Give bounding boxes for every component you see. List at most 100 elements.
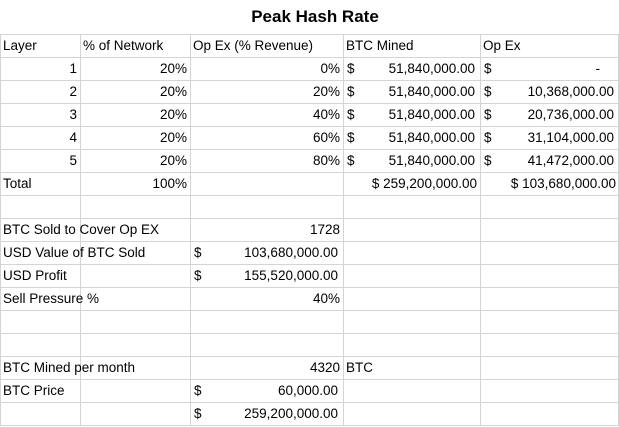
btc-price-label[interactable]: BTC Price [3,383,65,398]
opex-percent[interactable]: 60% [312,130,340,145]
grid-row-line [0,333,619,334]
sell-pressure-value[interactable]: 40% [312,291,340,306]
opex-percent[interactable]: 20% [312,84,340,99]
currency-amount: 51,840,000.00 [388,61,475,76]
opex-value[interactable]: $31,104,000.00 [483,127,616,149]
grid-col-line [343,34,344,425]
currency-amount: 259,200,000.00 [244,406,338,421]
layer-number[interactable]: 3 [69,107,77,122]
currency-amount: 41,472,000.00 [527,153,614,168]
currency-symbol: $ [484,107,492,122]
sheet-title: Peak Hash Rate [251,7,379,26]
currency-symbol: $ [347,61,355,76]
grid-row-line [0,379,619,380]
grid-row-line [0,310,619,311]
btc-sold-value[interactable]: 1728 [309,222,340,237]
currency-amount: 51,840,000.00 [388,153,475,168]
network-share[interactable]: 20% [159,107,187,122]
layer-number[interactable]: 2 [69,84,77,99]
opex-percent[interactable]: 80% [312,153,340,168]
currency-symbol: $ [194,245,202,260]
currency-symbol: $ [347,130,355,145]
layer-number[interactable]: 4 [69,130,77,145]
currency-symbol: $ [484,61,492,76]
currency-symbol: $ [484,130,492,145]
sell-pressure-label[interactable]: Sell Pressure % [3,291,100,306]
total-label[interactable]: Total [3,176,32,191]
network-share[interactable]: 20% [159,84,187,99]
grid-row-line [0,195,619,196]
currency-symbol: $ [347,84,355,99]
btc-mined-value[interactable]: $51,840,000.00 [346,104,477,126]
opex-value[interactable]: $ - [483,58,616,80]
currency-amount: 51,840,000.00 [388,84,475,99]
currency-amount: 20,736,000.00 [527,107,614,122]
currency-amount: 155,520,000.00 [244,268,338,283]
btc-unit-label[interactable]: BTC [346,360,373,375]
grid-row-line [0,264,619,265]
currency-symbol: $ [484,153,492,168]
grid-row-line [0,57,619,58]
currency-amount: 51,840,000.00 [388,130,475,145]
total-btc-mined[interactable]: $ 259,200,000.00 [371,176,477,191]
total-opex[interactable]: $ 103,680,000.00 [510,176,616,191]
grid-row-line [0,241,619,242]
grid-row-line [0,126,619,127]
grid-row-line [0,34,619,35]
layer-number[interactable]: 1 [69,61,77,76]
btc-mined-value[interactable]: $51,840,000.00 [346,150,477,172]
btc-sold-label[interactable]: BTC Sold to Cover Op EX [3,222,160,237]
currency-amount: 31,104,000.00 [527,130,614,145]
currency-symbol: $ [194,383,202,398]
grid-col-line [80,34,81,425]
grid-row-line [0,80,619,81]
grid-row-line [0,402,619,403]
currency-amount: 10,368,000.00 [527,84,614,99]
currency-amount: - [595,61,601,76]
monthly-usd-value[interactable]: $259,200,000.00 [193,403,340,425]
currency-symbol: $ [484,84,492,99]
grid-row-line [0,218,619,219]
header-layer[interactable]: Layer [3,38,37,53]
currency-amount: 103,680,000.00 [244,245,338,260]
network-share[interactable]: 20% [159,61,187,76]
usd-profit-label[interactable]: USD Profit [3,268,67,283]
grid-col-line [0,34,1,425]
usd-value-label[interactable]: USD Value of BTC Sold [3,245,146,260]
network-share[interactable]: 20% [159,130,187,145]
opex-value[interactable]: $20,736,000.00 [483,104,616,126]
btc-price-value[interactable]: $60,000.00 [193,380,340,402]
usd-value-amount[interactable]: $103,680,000.00 [193,242,340,264]
currency-amount: 51,840,000.00 [388,107,475,122]
header-opex-pct[interactable]: Op Ex (% Revenue) [193,38,314,53]
header-network[interactable]: % of Network [83,38,164,53]
header-opex[interactable]: Op Ex [483,38,521,53]
currency-symbol: $ [194,406,202,421]
btc-mined-month-label[interactable]: BTC Mined per month [3,360,136,375]
btc-mined-value[interactable]: $51,840,000.00 [346,81,477,103]
opex-value[interactable]: $41,472,000.00 [483,150,616,172]
btc-mined-month-value[interactable]: 4320 [309,360,340,375]
total-network[interactable]: 100% [152,176,187,191]
grid-row-line [0,287,619,288]
btc-mined-value[interactable]: $51,840,000.00 [346,58,477,80]
grid-row-line [0,103,619,104]
currency-symbol: $ [194,268,202,283]
layer-number[interactable]: 5 [69,153,77,168]
btc-mined-value[interactable]: $51,840,000.00 [346,127,477,149]
network-share[interactable]: 20% [159,153,187,168]
currency-amount: 60,000.00 [277,383,338,398]
usd-profit-amount[interactable]: $155,520,000.00 [193,265,340,287]
opex-value[interactable]: $10,368,000.00 [483,81,616,103]
header-btc-mined[interactable]: BTC Mined [346,38,414,53]
currency-symbol: $ [347,153,355,168]
grid-row-line [0,172,619,173]
opex-percent[interactable]: 40% [312,107,340,122]
grid-row-line [0,356,619,357]
opex-percent[interactable]: 0% [320,61,340,76]
grid-col-line [190,34,191,425]
grid-col-line [480,34,481,425]
grid-row-line [0,149,619,150]
currency-symbol: $ [347,107,355,122]
